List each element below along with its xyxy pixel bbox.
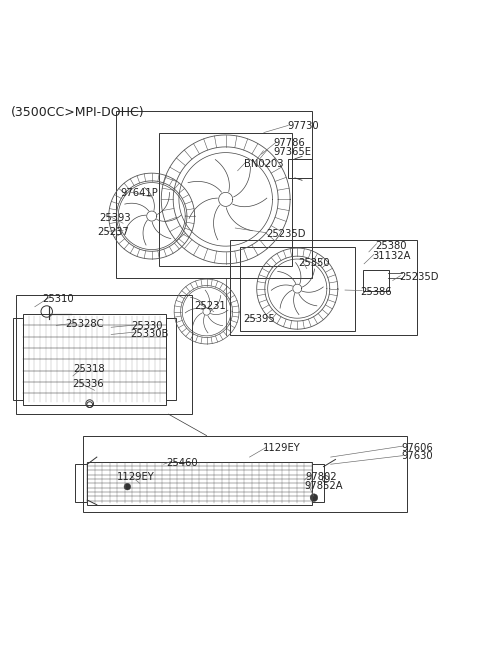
Text: 25395: 25395 — [243, 314, 275, 324]
Bar — [363, 270, 389, 290]
Text: 25330: 25330 — [132, 321, 163, 331]
Text: 31132A: 31132A — [372, 250, 411, 260]
Text: 97630: 97630 — [401, 451, 433, 461]
Text: 25386: 25386 — [360, 287, 392, 297]
Bar — [13, 318, 23, 400]
Text: 25310: 25310 — [42, 294, 73, 304]
Text: 97802: 97802 — [306, 472, 337, 482]
Text: 25460: 25460 — [166, 458, 198, 468]
Text: 97730: 97730 — [288, 121, 319, 131]
Text: 97606: 97606 — [401, 442, 433, 452]
Text: 25231: 25231 — [195, 301, 227, 311]
Text: (3500CC>MPI-DOHC): (3500CC>MPI-DOHC) — [11, 107, 144, 119]
Bar — [312, 464, 324, 502]
Text: 25350: 25350 — [299, 258, 330, 268]
Text: 25336: 25336 — [72, 379, 104, 389]
Text: 25237: 25237 — [97, 227, 129, 237]
Bar — [288, 159, 312, 178]
Text: 97852A: 97852A — [304, 482, 343, 492]
Text: BN0203: BN0203 — [244, 159, 283, 168]
Circle shape — [310, 494, 318, 501]
Bar — [75, 464, 87, 502]
Text: 97786: 97786 — [274, 138, 305, 148]
Text: 1129EY: 1129EY — [117, 472, 155, 482]
Text: 25380: 25380 — [375, 240, 407, 250]
Bar — [23, 314, 166, 404]
Bar — [159, 133, 292, 266]
Text: 25328C: 25328C — [65, 320, 103, 330]
Text: 25318: 25318 — [73, 364, 105, 374]
Text: 25235D: 25235D — [266, 229, 306, 239]
Bar — [87, 462, 312, 505]
Text: 97641P: 97641P — [120, 188, 158, 198]
Text: 25393: 25393 — [99, 212, 131, 222]
Bar — [240, 247, 355, 330]
Text: 25330B: 25330B — [131, 329, 169, 339]
Text: 97365E: 97365E — [274, 147, 312, 157]
Text: 25235D: 25235D — [399, 272, 438, 282]
Text: 1129EY: 1129EY — [263, 444, 300, 454]
Bar — [166, 318, 176, 400]
Circle shape — [124, 484, 131, 490]
